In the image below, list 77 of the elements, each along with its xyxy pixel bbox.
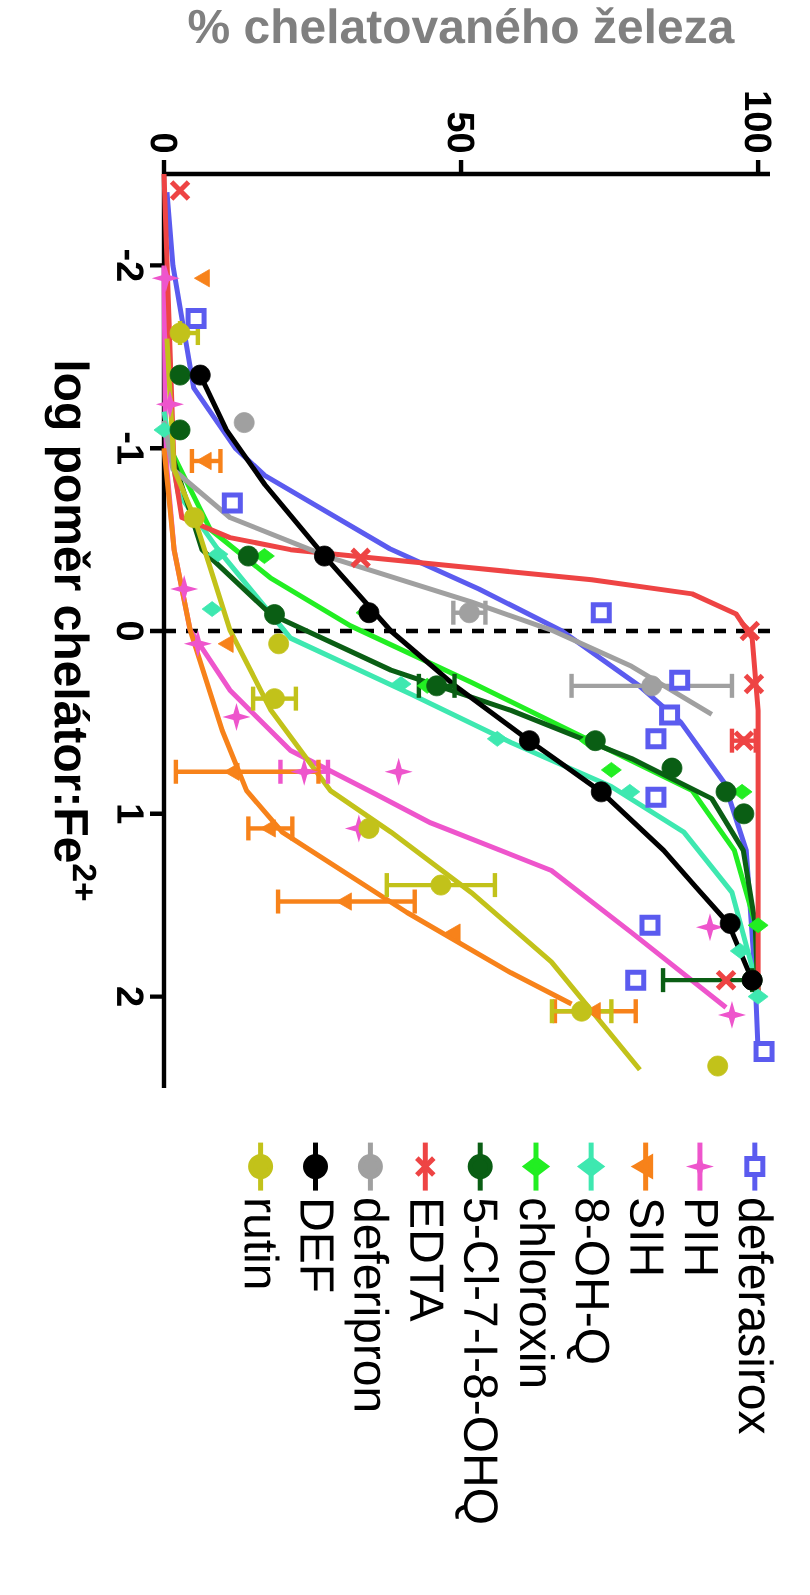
point bbox=[268, 633, 290, 655]
point bbox=[715, 781, 737, 803]
point bbox=[707, 1055, 729, 1077]
point bbox=[641, 675, 663, 697]
legend-label: 8-OH-Q bbox=[566, 1199, 610, 1363]
point bbox=[169, 179, 192, 202]
y-tick-label: 2 bbox=[117, 987, 144, 1006]
point bbox=[600, 762, 622, 778]
x-tick-label: 0 bbox=[150, 133, 178, 153]
legend-label: DEF bbox=[300, 1201, 334, 1292]
point bbox=[590, 602, 612, 624]
legend-label: 5-Cl-7-I-8-OHQ bbox=[455, 1199, 500, 1523]
point bbox=[639, 914, 661, 936]
point bbox=[625, 969, 647, 991]
y-tick-label: 1 bbox=[117, 805, 144, 824]
point bbox=[169, 322, 191, 344]
point bbox=[155, 390, 184, 419]
x-tick-label: 50 bbox=[447, 112, 475, 153]
point bbox=[659, 704, 681, 726]
point bbox=[518, 730, 540, 752]
point bbox=[715, 969, 738, 992]
point bbox=[183, 629, 212, 658]
legend-label: deferasirox bbox=[738, 1199, 774, 1434]
point bbox=[747, 988, 769, 1005]
point bbox=[390, 676, 412, 692]
point bbox=[264, 688, 285, 710]
point bbox=[169, 364, 191, 386]
point bbox=[183, 507, 205, 529]
point bbox=[264, 604, 285, 625]
x-axis-title: % chelatovaného železa bbox=[188, 7, 735, 44]
point bbox=[189, 364, 211, 386]
legend-label: PIH bbox=[684, 1201, 718, 1274]
point bbox=[201, 601, 223, 617]
point bbox=[590, 781, 612, 803]
point bbox=[645, 728, 667, 750]
point bbox=[486, 730, 508, 747]
point bbox=[349, 546, 372, 569]
point bbox=[233, 412, 255, 434]
point bbox=[729, 943, 751, 959]
point bbox=[358, 818, 380, 839]
legend-label: EDTA bbox=[410, 1201, 444, 1322]
point bbox=[185, 307, 207, 329]
point bbox=[645, 786, 667, 808]
point bbox=[207, 546, 229, 563]
point bbox=[170, 574, 199, 603]
point bbox=[753, 1040, 775, 1062]
point bbox=[719, 913, 741, 934]
legend-label: chloroxin bbox=[519, 1199, 555, 1387]
point bbox=[314, 545, 335, 567]
legend-label: rutin bbox=[244, 1200, 280, 1288]
y-tick-label: 0 bbox=[116, 621, 144, 640]
point bbox=[430, 874, 452, 896]
point bbox=[669, 669, 691, 691]
point bbox=[458, 602, 480, 624]
legend-label: deferipron bbox=[344, 1199, 390, 1411]
y-tick-label: -1 bbox=[117, 432, 144, 465]
point bbox=[717, 1000, 746, 1029]
point bbox=[584, 730, 606, 752]
point bbox=[571, 1000, 593, 1022]
point bbox=[619, 783, 641, 800]
point bbox=[169, 419, 191, 441]
point bbox=[384, 757, 413, 786]
point bbox=[151, 264, 180, 293]
point bbox=[733, 803, 755, 825]
y-axis-title: log poměr chelátor:Fe$^{2+}$ bbox=[44, 362, 97, 901]
x-tick-label: 100 bbox=[744, 92, 772, 153]
y-tick-label: -2 bbox=[117, 249, 144, 281]
point bbox=[222, 702, 251, 731]
point bbox=[426, 675, 448, 697]
point bbox=[661, 757, 683, 779]
point bbox=[747, 917, 769, 934]
point bbox=[738, 620, 761, 642]
point bbox=[237, 545, 259, 567]
point bbox=[742, 673, 765, 695]
point bbox=[221, 492, 243, 514]
legend-label: SIH bbox=[629, 1199, 664, 1274]
point bbox=[290, 757, 319, 786]
